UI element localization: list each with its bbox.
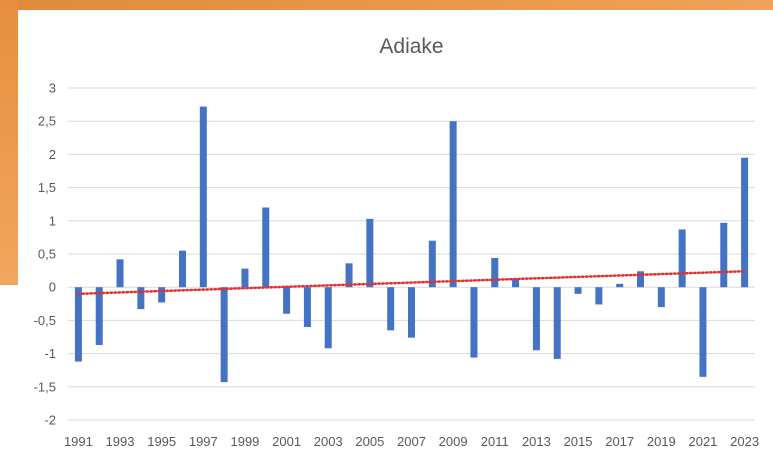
x-axis-ticks: 1991 1993 1995 1997 1999 2001 2003 2005 2007 2009… <box>64 434 759 449</box>
trendline <box>77 270 746 296</box>
bar <box>241 268 249 288</box>
bar-series <box>74 106 749 383</box>
y-tick-label: -1,5 <box>34 379 56 394</box>
bar <box>595 287 603 305</box>
y-tick-label: 1,5 <box>38 180 56 195</box>
bar <box>158 287 166 303</box>
bar <box>366 218 374 288</box>
bar <box>74 287 82 362</box>
y-tick-label: -1 <box>44 346 56 361</box>
chart-title: Adiake <box>379 35 443 58</box>
bar <box>116 259 124 288</box>
bar <box>616 283 624 288</box>
bar <box>720 222 728 288</box>
bar <box>678 229 686 288</box>
x-tick-label: 1999 <box>230 434 259 449</box>
bar <box>637 271 644 288</box>
bar <box>199 106 207 288</box>
y-tick-label: -0,5 <box>34 313 56 328</box>
x-tick-label: 2007 <box>397 434 426 449</box>
x-tick-label: 2001 <box>272 434 301 449</box>
x-tick-label: 1997 <box>189 434 218 449</box>
bar <box>428 240 436 288</box>
bar <box>741 157 749 288</box>
bar <box>387 287 395 331</box>
x-tick-label: 2023 <box>730 434 759 449</box>
chart-svg: Adiake 32,521,510,50-0,5-1-1,5-2 1991 199… <box>34 35 759 449</box>
bar <box>303 287 311 328</box>
y-tick-label: -2 <box>44 413 56 428</box>
bar <box>408 287 415 338</box>
x-tick-label: 2011 <box>481 434 509 449</box>
x-tick-label: 2009 <box>439 434 468 449</box>
x-tick-label: 2013 <box>522 434 551 449</box>
x-tick-label: 1991 <box>64 434 93 449</box>
bar <box>220 287 228 383</box>
x-tick-label: 2017 <box>605 434 634 449</box>
x-tick-label: 2015 <box>564 434 593 449</box>
bar <box>512 279 520 288</box>
bar <box>345 263 353 288</box>
y-axis-ticks: 3 2,5 2 1,5 1 0,5 0 -0,5 -1 -1,5 -2 <box>34 81 56 428</box>
y-tick-label: 0 <box>49 280 56 295</box>
chart-card: Adiake 3 2,5 2 1,5 1 0,5 0 -0,5 -1 -1,5 -2 1991 199… <box>18 10 773 465</box>
bar <box>137 287 145 310</box>
bar <box>449 121 457 288</box>
x-tick-label: 2003 <box>314 434 343 449</box>
y-tick-label: 3 <box>49 81 56 96</box>
bar <box>553 287 561 359</box>
bar <box>95 287 103 345</box>
background-accent-left <box>0 0 18 285</box>
bar <box>283 287 291 314</box>
bar <box>491 257 499 288</box>
gridlines <box>68 87 755 421</box>
bar <box>262 207 270 288</box>
x-tick-label: 1993 <box>106 434 135 449</box>
y-tick-label: 2,5 <box>38 114 56 129</box>
x-tick-label: 2005 <box>355 434 384 449</box>
bar <box>179 250 186 288</box>
y-tick-label: 2 <box>49 147 56 162</box>
bar <box>470 287 478 358</box>
bar <box>699 287 707 377</box>
trendline-line <box>77 270 746 296</box>
y-tick-label: 1 <box>49 213 56 228</box>
y-tick-label: 0,5 <box>38 247 56 262</box>
x-tick-label: 2019 <box>647 434 676 449</box>
bar <box>324 287 332 349</box>
bar <box>574 287 582 294</box>
x-tick-label: 1995 <box>147 434 176 449</box>
bar <box>532 287 540 351</box>
bar <box>657 287 665 308</box>
x-tick-label: 2021 <box>688 434 717 449</box>
background-accent-top <box>0 0 773 10</box>
